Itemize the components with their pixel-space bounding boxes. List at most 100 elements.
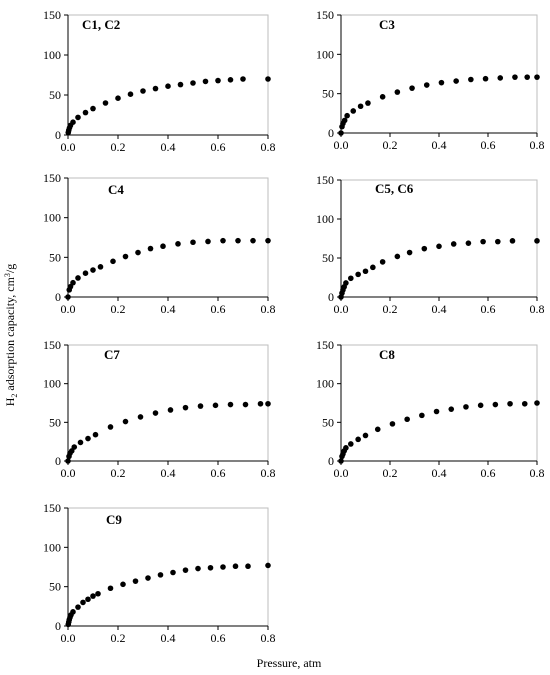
data-point [482,75,489,82]
y-tick-label: 0 [55,290,61,304]
data-point [492,401,499,408]
panel-label: C5, C6 [375,181,414,196]
data-point [394,253,401,260]
x-tick-label: 0.4 [161,631,176,645]
data-point [122,418,129,425]
data-point [355,271,361,278]
x-tick-label: 0.0 [334,302,349,316]
x-tick-label: 0.0 [61,140,76,154]
plot-area-border [340,179,538,298]
data-point [338,458,344,464]
data-point [182,567,189,573]
data-point [95,590,101,597]
y-tick-label: 150 [43,171,61,185]
data-point [450,241,457,247]
chart-panel: 0.0 0.2 0.4 0.6 0.8 0 50 100 150 C3 [316,8,545,152]
data-point [495,238,501,245]
data-point [433,408,440,415]
x-tick-label: 0.2 [383,138,398,152]
data-point [477,402,484,409]
data-point [343,445,349,451]
data-point [379,259,386,265]
data-point [343,280,349,286]
data-point [227,401,234,408]
y-tick-label: 150 [43,8,61,22]
data-point [182,404,189,411]
y-tick-label: 0 [328,454,334,468]
data-point [379,94,386,100]
data-point [220,564,226,570]
x-tick-label: 0.4 [432,138,447,152]
chart-panel: 0.0 0.2 0.4 0.6 0.8 0 50 100 150 C7 [43,338,276,480]
x-tick-label: 0.8 [261,466,276,480]
x-tick-label: 0.4 [432,302,447,316]
panel-label: C8 [379,347,395,362]
data-point [365,100,371,106]
data-point [80,599,86,606]
panel-label: C4 [108,182,124,197]
data-point [509,238,516,244]
data-point [205,238,211,245]
y-tick-label: 0 [55,619,61,633]
data-point [70,119,76,125]
data-point [419,412,425,419]
data-point [110,258,116,265]
y-tick-label: 50 [49,580,61,594]
data-point [157,572,164,578]
data-point [348,441,354,447]
y-tick-label: 0 [328,126,334,140]
y-tick-label: 150 [316,338,334,352]
data-point [534,400,540,406]
data-point [75,114,81,121]
data-point [245,563,251,570]
data-point [115,95,121,101]
data-point [242,401,249,408]
data-point [220,237,226,244]
x-tick-label: 0.4 [161,140,176,154]
data-point [534,74,540,80]
data-point [165,83,171,89]
chart-panel: 0.0 0.2 0.4 0.6 0.8 0 50 100 150 C5, C6 [316,173,545,316]
data-point [512,74,518,80]
data-point [463,404,469,410]
data-point [406,249,413,256]
y-tick-label: 100 [43,48,61,62]
x-tick-label: 0.8 [530,302,545,316]
data-point [92,431,99,438]
data-point [85,435,91,442]
data-point [265,76,271,82]
data-point [404,416,410,423]
data-point [85,596,91,603]
y-tick-label: 150 [316,8,334,22]
y-tick-label: 50 [49,88,61,102]
data-point [534,238,540,244]
x-tick-label: 0.8 [261,140,276,154]
data-point [453,78,459,84]
y-tick-label: 50 [49,415,61,429]
chart-panel: 0.0 0.2 0.4 0.6 0.8 0 50 100 150 C8 [316,338,545,480]
data-point [202,78,209,85]
data-point [370,264,376,271]
x-tick-label: 0.0 [334,466,349,480]
data-point [232,563,239,570]
x-tick-label: 0.4 [432,466,447,480]
data-point [195,565,201,572]
x-tick-label: 0.6 [211,466,226,480]
data-point [152,410,159,416]
panel-label: C1, C2 [82,17,120,32]
data-point [122,253,129,260]
data-point [348,275,354,282]
data-point [135,249,141,256]
data-point [197,403,204,409]
x-tick-label: 0.2 [111,140,126,154]
y-tick-label: 0 [55,128,61,142]
y-tick-label: 50 [49,250,61,264]
data-point [468,76,474,83]
x-tick-label: 0.4 [161,466,176,480]
x-tick-label: 0.0 [61,302,76,316]
data-point [374,426,381,433]
data-point [82,109,89,116]
y-tick-label: 0 [55,454,61,468]
y-tick-label: 50 [322,87,334,101]
